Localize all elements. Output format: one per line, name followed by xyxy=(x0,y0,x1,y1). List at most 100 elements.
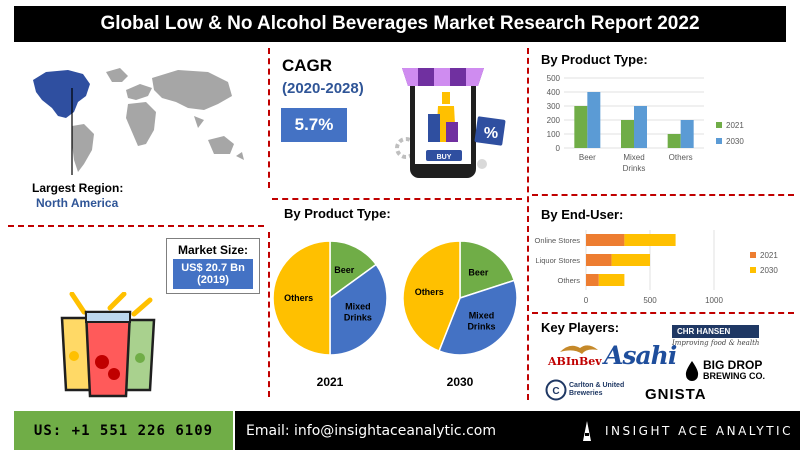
slice-label: Drinks xyxy=(344,313,372,323)
north-america-shape xyxy=(33,70,90,118)
drop-icon xyxy=(685,361,699,381)
y-tick-label: 100 xyxy=(547,130,561,139)
legend-swatch xyxy=(716,122,722,128)
slice-label: Drinks xyxy=(467,321,495,331)
phone-contact: US: +1 551 226 6109 xyxy=(14,411,233,450)
world-map xyxy=(33,68,244,175)
end-user-bar-chart: 0 500 1000 Online Stores Liquor Stores Others… xyxy=(535,230,778,305)
market-size-year: (2019) xyxy=(197,274,229,286)
carlton-crest-icon: C xyxy=(545,379,567,401)
bar-segment xyxy=(624,234,676,246)
shop-phone-illustration: BUY % xyxy=(395,68,506,178)
divider xyxy=(8,225,264,227)
big-drop-name: BIG DROP xyxy=(703,358,763,372)
big-drop-logo: BIG DROP BREWING CO. xyxy=(684,358,765,382)
pie-slice xyxy=(438,279,518,356)
end-user-title: By End-User: xyxy=(541,207,624,222)
y-tick-label: Others xyxy=(557,276,580,285)
pie-slice xyxy=(329,240,378,300)
x-tick-label: Drinks xyxy=(623,164,646,173)
abinbev-logo: ABInBev xyxy=(548,342,602,368)
market-size-amount: US$ 20.7 Bn xyxy=(181,262,245,274)
y-tick-label: 500 xyxy=(547,74,561,83)
carlton-sub: Breweries xyxy=(569,390,603,397)
insightace-logo-icon xyxy=(583,421,591,441)
y-tick-label: 0 xyxy=(556,144,561,153)
email-contact: Email: info@insightaceanalytic.com xyxy=(246,423,496,439)
divider xyxy=(272,198,522,200)
footer-bar: Email: info@insightaceanalytic.com INSIG… xyxy=(235,411,800,450)
drinks-illustration xyxy=(60,292,156,398)
cagr-period: (2020-2028) xyxy=(282,80,364,97)
asahi-logo: Asahi xyxy=(604,341,677,370)
bar xyxy=(680,120,694,148)
x-tick-label: Mixed xyxy=(623,153,644,162)
y-tick-label: 400 xyxy=(547,88,561,97)
divider xyxy=(532,312,794,314)
bar-segment xyxy=(598,274,625,286)
big-drop-sub: BREWING CO. xyxy=(703,371,765,381)
x-tick-label: 0 xyxy=(584,296,589,305)
page-title: Global Low & No Alcohol Beverages Market… xyxy=(14,6,786,42)
market-size-box: Market Size: US$ 20.7 Bn (2019) xyxy=(166,238,260,294)
slice-label: Others xyxy=(415,287,444,297)
market-size-value: US$ 20.7 Bn (2019) xyxy=(173,259,253,289)
x-tick-label: Beer xyxy=(579,153,596,162)
divider xyxy=(268,232,270,397)
svg-text:C: C xyxy=(552,386,559,397)
slice-label: Others xyxy=(284,293,313,303)
y-tick-label: 200 xyxy=(547,116,561,125)
pie-year-label: 2021 xyxy=(317,375,344,389)
chr-hansen-name: CHR HANSEN xyxy=(672,325,760,338)
market-size-label: Market Size: xyxy=(177,243,249,257)
gnista-logo: GNISTA xyxy=(645,386,707,403)
legend-label: 2030 xyxy=(726,137,744,146)
largest-region-label: Largest Region: xyxy=(32,181,124,195)
product-type-bar-title: By Product Type: xyxy=(541,52,648,67)
legend-label: 2030 xyxy=(760,266,778,275)
pie-slice xyxy=(459,240,516,300)
abinbev-eagle-icon xyxy=(560,345,598,354)
bar xyxy=(667,134,681,148)
x-tick-label: Others xyxy=(669,153,693,162)
pie-year-label: 2030 xyxy=(447,375,474,389)
brand-name: INSIGHT ACE ANALYTIC xyxy=(605,424,793,438)
divider xyxy=(268,48,270,188)
slice-label: Beer xyxy=(468,268,489,278)
slice-label: Mixed xyxy=(469,310,495,320)
key-players-title: Key Players: xyxy=(541,320,620,335)
x-tick-label: 500 xyxy=(643,296,657,305)
bar xyxy=(587,92,601,148)
y-tick-label: Liquor Stores xyxy=(535,256,580,265)
bar-segment xyxy=(611,254,650,266)
divider xyxy=(532,194,794,196)
carlton-name: Carlton & United xyxy=(569,382,625,389)
percent-label: % xyxy=(484,125,498,142)
chr-hansen-logo: CHR HANSEN Improving food & health xyxy=(672,325,760,347)
legend-label: 2021 xyxy=(760,251,778,260)
product-type-bar-chart: 0 100 200 300 400 500 Beer Mixed Drinks Others 202… xyxy=(547,74,745,173)
y-tick-label: Online Stores xyxy=(535,236,581,245)
bar-segment xyxy=(586,274,599,286)
legend-swatch xyxy=(716,138,722,144)
largest-region-value: North America xyxy=(36,196,119,210)
product-type-pie-title: By Product Type: xyxy=(284,206,391,221)
cagr-label: CAGR xyxy=(282,56,333,75)
slice-label: Beer xyxy=(334,265,355,275)
bar-segment xyxy=(586,234,625,246)
cagr-value: 5.7% xyxy=(281,108,347,142)
x-tick-label: 1000 xyxy=(705,296,723,305)
slice-label: Mixed xyxy=(345,302,371,312)
bar xyxy=(574,106,588,148)
legend-swatch xyxy=(750,252,756,258)
chr-hansen-tagline: Improving food & health xyxy=(672,339,760,347)
divider xyxy=(527,48,529,400)
legend-swatch xyxy=(750,267,756,273)
buy-label: BUY xyxy=(437,154,452,161)
pie-slice xyxy=(272,240,331,356)
bar-segment xyxy=(586,254,612,266)
pie-slice xyxy=(402,240,461,352)
y-tick-label: 300 xyxy=(547,102,561,111)
bar xyxy=(634,106,647,148)
abinbev-name: ABInBev xyxy=(548,355,602,368)
